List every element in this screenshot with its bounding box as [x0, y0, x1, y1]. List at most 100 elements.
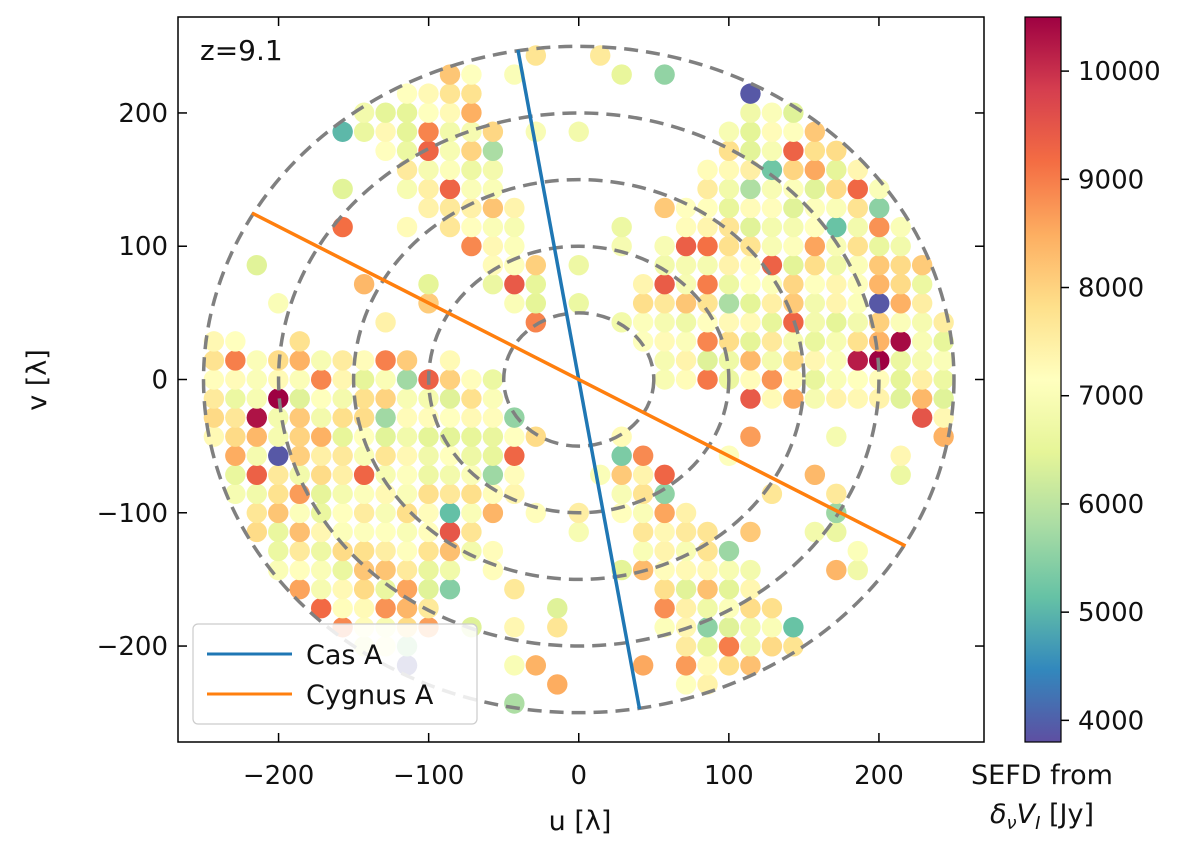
y-tick-label: 100 [118, 232, 168, 262]
data-point [375, 483, 396, 505]
data-point [246, 502, 268, 524]
legend-label-cygnus-a: Cygnus A [306, 680, 434, 711]
data-point [225, 445, 246, 466]
data-point [847, 559, 868, 581]
data-point [504, 407, 525, 428]
data-point [783, 350, 804, 371]
data-point [332, 578, 353, 600]
data-point [268, 407, 289, 428]
data-point [826, 483, 847, 505]
data-point [761, 102, 783, 123]
x-tick-label: −200 [243, 761, 314, 791]
data-point [418, 197, 439, 219]
colorbar-tick-label: 10000 [1078, 57, 1161, 87]
data-point [890, 293, 911, 314]
data-point [332, 483, 353, 505]
data-point [718, 235, 740, 257]
data-point [332, 388, 353, 409]
data-point [761, 350, 783, 371]
data-point [826, 274, 847, 295]
data-point [225, 483, 246, 505]
data-point [826, 521, 847, 543]
data-point [911, 293, 933, 314]
data-point [654, 235, 675, 257]
data-point [246, 445, 268, 466]
data-point [804, 521, 826, 543]
data-point [375, 559, 396, 581]
data-point [310, 483, 332, 505]
data-point [654, 540, 675, 562]
data-point [654, 597, 675, 619]
data-point [804, 254, 826, 276]
data-point [482, 559, 504, 581]
data-point [310, 597, 332, 619]
data-point [289, 331, 310, 352]
data-point [911, 388, 933, 409]
data-point [418, 540, 439, 562]
data-point [375, 312, 396, 333]
data-point [761, 159, 783, 181]
data-point [697, 521, 718, 543]
data-point [740, 274, 761, 295]
data-point [246, 407, 268, 428]
data-point [418, 178, 439, 200]
data-point [396, 388, 418, 409]
data-point [740, 521, 761, 543]
data-point [396, 445, 418, 466]
data-point [225, 426, 246, 447]
data-point [353, 350, 375, 371]
data-point [761, 235, 783, 257]
data-point [482, 464, 504, 485]
data-point [439, 159, 461, 181]
data-point [933, 331, 954, 352]
y-tick-label: −100 [97, 499, 168, 529]
y-tick-label: 0 [151, 366, 168, 396]
data-point [911, 331, 933, 352]
data-point [740, 426, 761, 447]
data-point [439, 369, 461, 390]
data-point [632, 464, 654, 485]
data-point [804, 388, 826, 409]
data-point [439, 64, 461, 85]
data-point [461, 521, 482, 543]
data-point [461, 407, 482, 428]
data-point [225, 388, 246, 409]
data-point [332, 178, 353, 200]
x-tick-label: 200 [854, 761, 904, 791]
legend: Cas A Cygnus A [192, 623, 478, 725]
data-point [654, 293, 675, 314]
colorbar-label-line2: δνVI [Jy] [990, 799, 1094, 834]
radius-circle-200 [276, 111, 881, 648]
data-point [375, 369, 396, 390]
annotation-redshift: z=9.1 [200, 34, 283, 67]
data-point [869, 293, 890, 314]
data-point [718, 254, 740, 276]
data-point [396, 483, 418, 505]
data-point [611, 445, 632, 466]
data-point [718, 540, 740, 562]
data-point [761, 197, 783, 219]
data-point [353, 445, 375, 466]
data-point [289, 388, 310, 409]
data-point [632, 274, 654, 295]
data-point [310, 521, 332, 543]
data-point [439, 102, 461, 123]
data-point [332, 369, 353, 390]
data-point [675, 254, 697, 276]
data-point [869, 235, 890, 257]
data-point [826, 350, 847, 371]
data-point [310, 559, 332, 581]
data-point [697, 274, 718, 295]
data-point [268, 521, 289, 543]
data-point [783, 197, 804, 219]
data-point [761, 121, 783, 142]
data-point [826, 369, 847, 390]
data-point [804, 369, 826, 390]
colorbar-tick-label: 6000 [1078, 490, 1144, 520]
data-point [504, 216, 525, 238]
data-point [396, 350, 418, 371]
data-point [525, 45, 547, 66]
data-point [847, 178, 868, 200]
data-point [353, 597, 375, 619]
